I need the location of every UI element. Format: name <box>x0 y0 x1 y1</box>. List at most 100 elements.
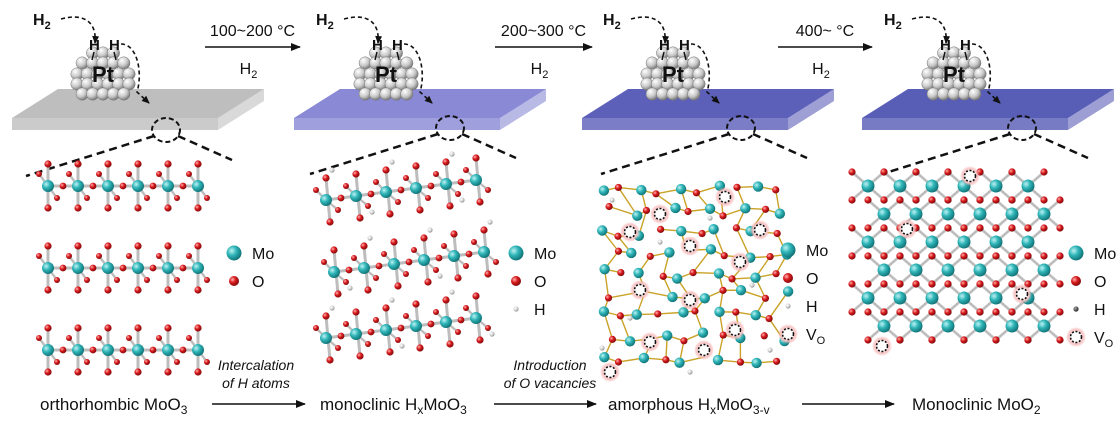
o-atom <box>864 224 872 232</box>
o-atom <box>186 253 192 259</box>
o-atom <box>864 336 872 344</box>
o-atom <box>394 282 402 290</box>
vacancy-ring <box>653 207 667 221</box>
h-bond <box>91 51 95 61</box>
vacancy-ring <box>603 365 617 379</box>
o-atom <box>944 252 952 260</box>
mo-atom <box>708 224 719 235</box>
mo-atom <box>192 180 204 192</box>
mo-atom <box>877 207 891 221</box>
mo-atom <box>1037 207 1051 221</box>
pt-nanoparticle-icon: Pt <box>921 46 987 101</box>
zoom-line-left <box>309 132 439 176</box>
o-atom <box>74 160 82 168</box>
o-atom <box>944 224 952 232</box>
o-atom <box>59 346 67 354</box>
pt-catalysts: Pt Pt Pt Pt <box>70 46 987 101</box>
o-atom <box>104 286 112 294</box>
lattice-amorphous-hxmoo3v <box>597 180 794 382</box>
o-atom <box>54 359 60 365</box>
mo-atom <box>780 242 796 258</box>
o-atom <box>1040 252 1048 260</box>
mo-atom <box>1068 245 1084 261</box>
plate-side-face <box>218 89 264 130</box>
o-atom <box>352 170 360 178</box>
o-atom <box>179 182 187 190</box>
h-atom <box>427 227 433 233</box>
o-atom <box>657 225 665 233</box>
o-atom <box>164 242 172 250</box>
mo-atom <box>320 332 332 344</box>
phase-sequence: orthorhombic MoO3 monoclinic HxMoO3 amorph… <box>40 357 1041 417</box>
process-label-line2: of H atoms <box>222 375 290 391</box>
o-atom <box>44 324 52 332</box>
mo-atom <box>1005 207 1019 221</box>
o-atom <box>96 171 102 177</box>
mo-atom <box>735 285 747 296</box>
o-atom <box>614 247 623 255</box>
o-atom <box>351 255 357 261</box>
o-atom <box>912 252 920 260</box>
o-atom <box>74 324 82 332</box>
o-atom <box>1056 280 1064 288</box>
pt-label: Pt <box>662 62 685 87</box>
mo-atom <box>132 344 144 356</box>
o-atom <box>1008 280 1016 288</box>
o-atom <box>766 253 774 261</box>
o-atom <box>912 280 920 288</box>
vo-sub: O <box>817 335 826 347</box>
vo-main: V <box>1094 330 1105 347</box>
o-atom <box>992 252 1000 260</box>
mo-atom <box>714 306 725 318</box>
o-atom <box>736 358 745 366</box>
vacancy-ring <box>1015 287 1029 301</box>
o-atom <box>848 252 856 260</box>
mo-atom <box>941 207 955 221</box>
mo-atom <box>508 245 524 261</box>
o-atom <box>616 312 624 320</box>
pt-nanoparticle-icon: Pt <box>640 46 706 101</box>
o-atom <box>44 242 52 250</box>
o-atom <box>365 341 371 347</box>
zoom-line-right <box>752 132 808 160</box>
o-atom <box>44 204 52 212</box>
o-atom <box>864 196 872 204</box>
o-atom <box>395 337 401 343</box>
vacancy-ring <box>753 223 767 237</box>
mo-atom <box>909 207 923 221</box>
o-atom <box>411 247 417 253</box>
mo-atom <box>132 180 144 192</box>
vacancy-ring <box>633 283 647 297</box>
mo-atom <box>162 262 174 274</box>
mo-atom <box>957 235 971 249</box>
zoom-line-right <box>461 132 517 160</box>
legend-text: Mo <box>1094 246 1116 263</box>
o-atom <box>680 337 688 345</box>
o-atom <box>36 335 42 341</box>
legend-text: O <box>534 274 546 291</box>
o-atom <box>471 239 477 245</box>
mo-atom <box>973 319 987 333</box>
o-atom <box>654 310 662 318</box>
vacancy-ring <box>697 343 711 357</box>
o-atom <box>194 242 202 250</box>
gas-sub: 2 <box>824 69 830 81</box>
o-atom <box>335 207 341 213</box>
o-atom <box>912 168 920 176</box>
o-atom <box>880 224 888 232</box>
h-atom <box>657 239 663 245</box>
o-atom <box>1008 168 1016 176</box>
temperature-arrow-1: 100~200 °C H2 <box>205 23 301 81</box>
o-atom <box>313 325 319 331</box>
mo-atom <box>893 179 907 193</box>
phase-prefix: orthorhombic MoO <box>40 395 181 414</box>
atom-legend: Mo OH <box>508 245 556 319</box>
o-atom <box>119 346 127 354</box>
mo-atom <box>973 207 987 221</box>
o-atom <box>386 210 394 218</box>
o-atom <box>343 279 349 285</box>
gas-label: H2 <box>812 61 830 81</box>
o-atom <box>74 368 82 376</box>
mo-atom <box>893 235 907 249</box>
